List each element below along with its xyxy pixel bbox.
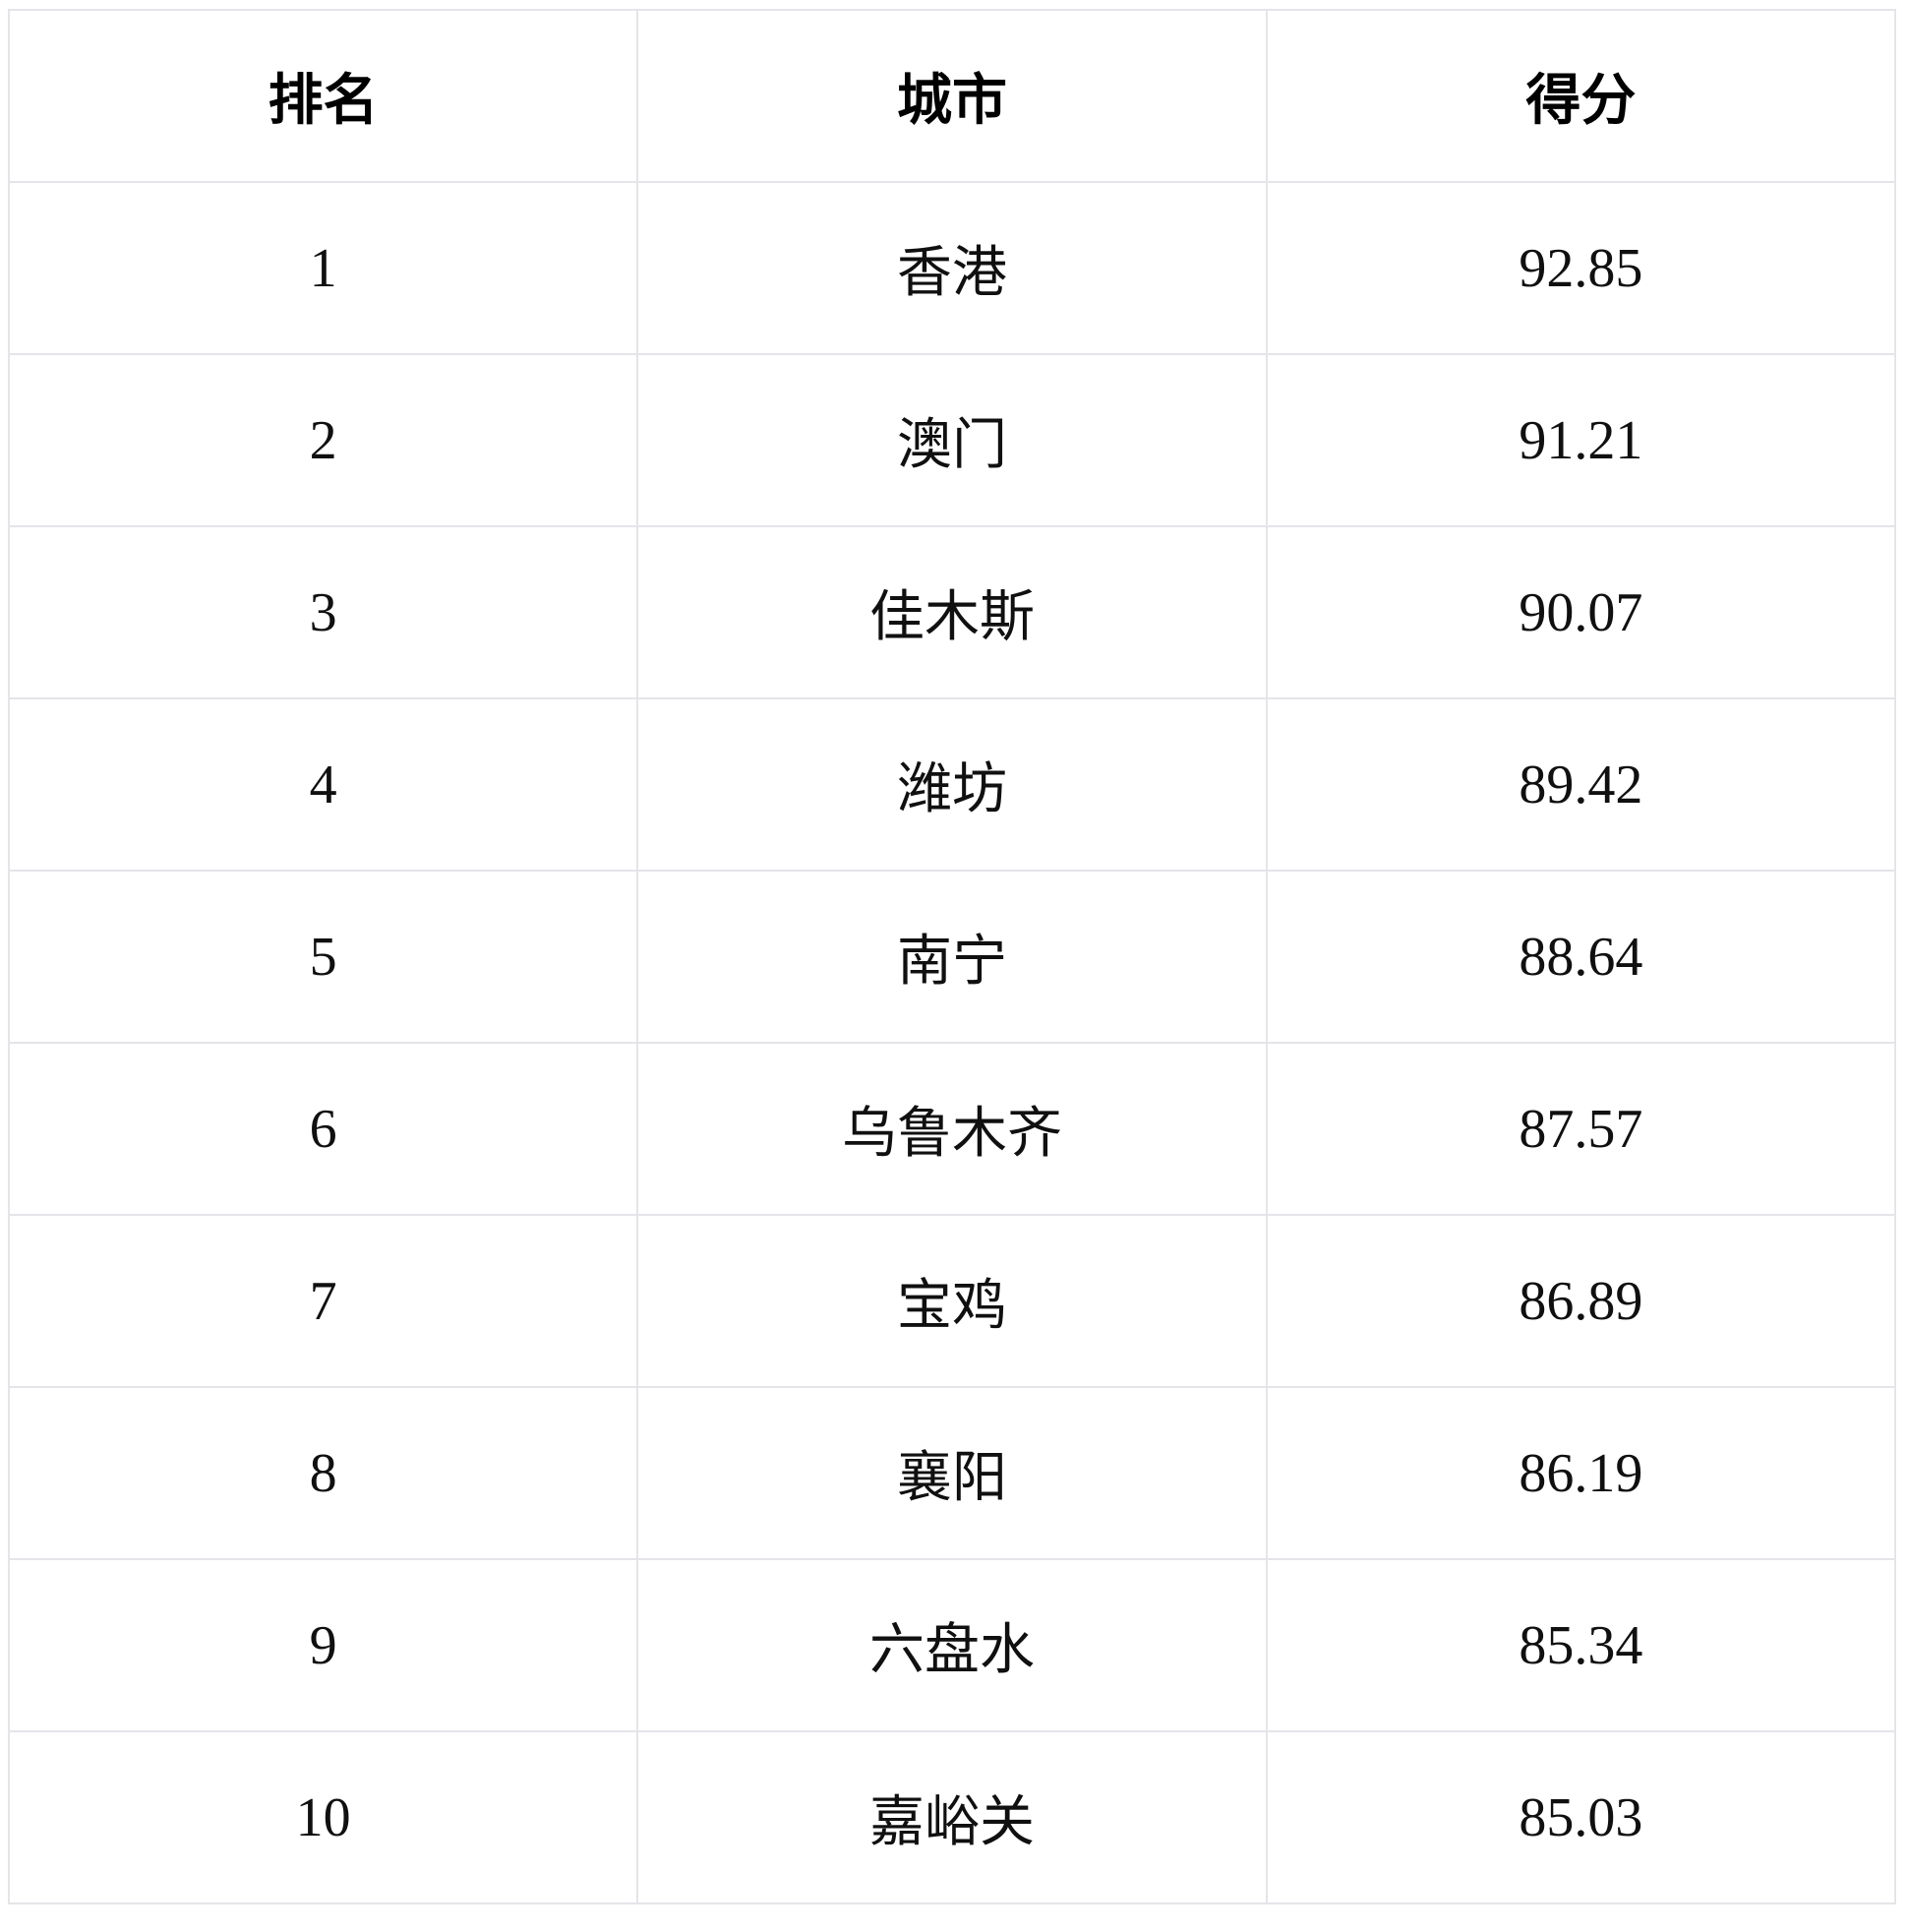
table-row: 10 嘉峪关 85.03: [7, 1730, 1897, 1904]
score-cell: 85.03: [1265, 1730, 1897, 1904]
rank-cell: 9: [7, 1558, 639, 1732]
rank-cell: 8: [7, 1386, 639, 1560]
city-cell: 南宁: [636, 870, 1268, 1044]
table-row: 3 佳木斯 90.07: [7, 525, 1897, 699]
city-cell: 宝鸡: [636, 1214, 1268, 1388]
rank-column-header: 排名: [7, 9, 639, 183]
score-cell: 88.64: [1265, 870, 1897, 1044]
score-cell: 85.34: [1265, 1558, 1897, 1732]
table-row: 7 宝鸡 86.89: [7, 1214, 1897, 1388]
city-cell: 澳门: [636, 353, 1268, 527]
city-cell: 潍坊: [636, 697, 1268, 872]
score-cell: 86.89: [1265, 1214, 1897, 1388]
table-row: 2 澳门 91.21: [7, 353, 1897, 527]
table-row: 6 乌鲁木齐 87.57: [7, 1042, 1897, 1216]
rank-cell: 6: [7, 1042, 639, 1216]
score-cell: 90.07: [1265, 525, 1897, 699]
city-cell: 六盘水: [636, 1558, 1268, 1732]
header-row: 排名 城市 得分: [7, 9, 1897, 183]
score-cell: 87.57: [1265, 1042, 1897, 1216]
city-cell: 香港: [636, 181, 1268, 355]
city-score-ranking-table: 排名 城市 得分 1 香港 92.85 2 澳门 91.21 3 佳木斯 90.…: [7, 9, 1897, 1904]
table-body: 1 香港 92.85 2 澳门 91.21 3 佳木斯 90.07 4 潍坊 8…: [7, 181, 1897, 1904]
rank-cell: 5: [7, 870, 639, 1044]
table-row: 4 潍坊 89.42: [7, 697, 1897, 872]
rank-cell: 1: [7, 181, 639, 355]
city-cell: 嘉峪关: [636, 1730, 1268, 1904]
city-cell: 襄阳: [636, 1386, 1268, 1560]
score-cell: 89.42: [1265, 697, 1897, 872]
rank-cell: 3: [7, 525, 639, 699]
rank-cell: 4: [7, 697, 639, 872]
table-row: 9 六盘水 85.34: [7, 1558, 1897, 1732]
city-cell: 乌鲁木齐: [636, 1042, 1268, 1216]
rank-cell: 2: [7, 353, 639, 527]
score-column-header: 得分: [1265, 9, 1897, 183]
score-cell: 86.19: [1265, 1386, 1897, 1560]
table-row: 5 南宁 88.64: [7, 870, 1897, 1044]
score-cell: 92.85: [1265, 181, 1897, 355]
table-header: 排名 城市 得分: [7, 9, 1897, 183]
score-cell: 91.21: [1265, 353, 1897, 527]
city-column-header: 城市: [636, 9, 1268, 183]
table-row: 8 襄阳 86.19: [7, 1386, 1897, 1560]
rank-cell: 10: [7, 1730, 639, 1904]
table-row: 1 香港 92.85: [7, 181, 1897, 355]
rank-cell: 7: [7, 1214, 639, 1388]
city-cell: 佳木斯: [636, 525, 1268, 699]
